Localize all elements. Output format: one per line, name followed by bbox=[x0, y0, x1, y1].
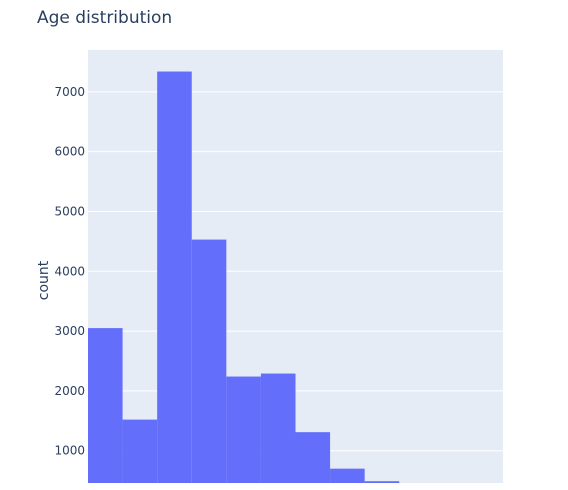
y-tick-label: 5000 bbox=[54, 204, 85, 218]
y-tick-label: 6000 bbox=[54, 145, 85, 159]
histogram-bar bbox=[123, 420, 158, 483]
histogram-bar bbox=[157, 72, 192, 483]
histogram-bar bbox=[226, 377, 261, 483]
histogram-bar bbox=[88, 328, 123, 483]
y-axis-ticks: 1000 2000 3000 4000 5000 6000 7000 bbox=[54, 85, 85, 458]
histogram-bar bbox=[296, 432, 331, 483]
histogram-bar bbox=[261, 374, 296, 483]
y-axis-label: count bbox=[36, 260, 52, 300]
y-tick-label: 1000 bbox=[54, 444, 85, 458]
y-tick-label: 2000 bbox=[54, 384, 85, 398]
histogram-bar bbox=[192, 240, 227, 483]
histogram-bar bbox=[330, 469, 365, 483]
chart-title: Age distribution bbox=[37, 8, 172, 28]
y-tick-label: 4000 bbox=[54, 264, 85, 278]
histogram-bar bbox=[365, 481, 400, 483]
y-tick-label: 7000 bbox=[54, 85, 85, 99]
y-tick-label: 3000 bbox=[54, 324, 85, 338]
